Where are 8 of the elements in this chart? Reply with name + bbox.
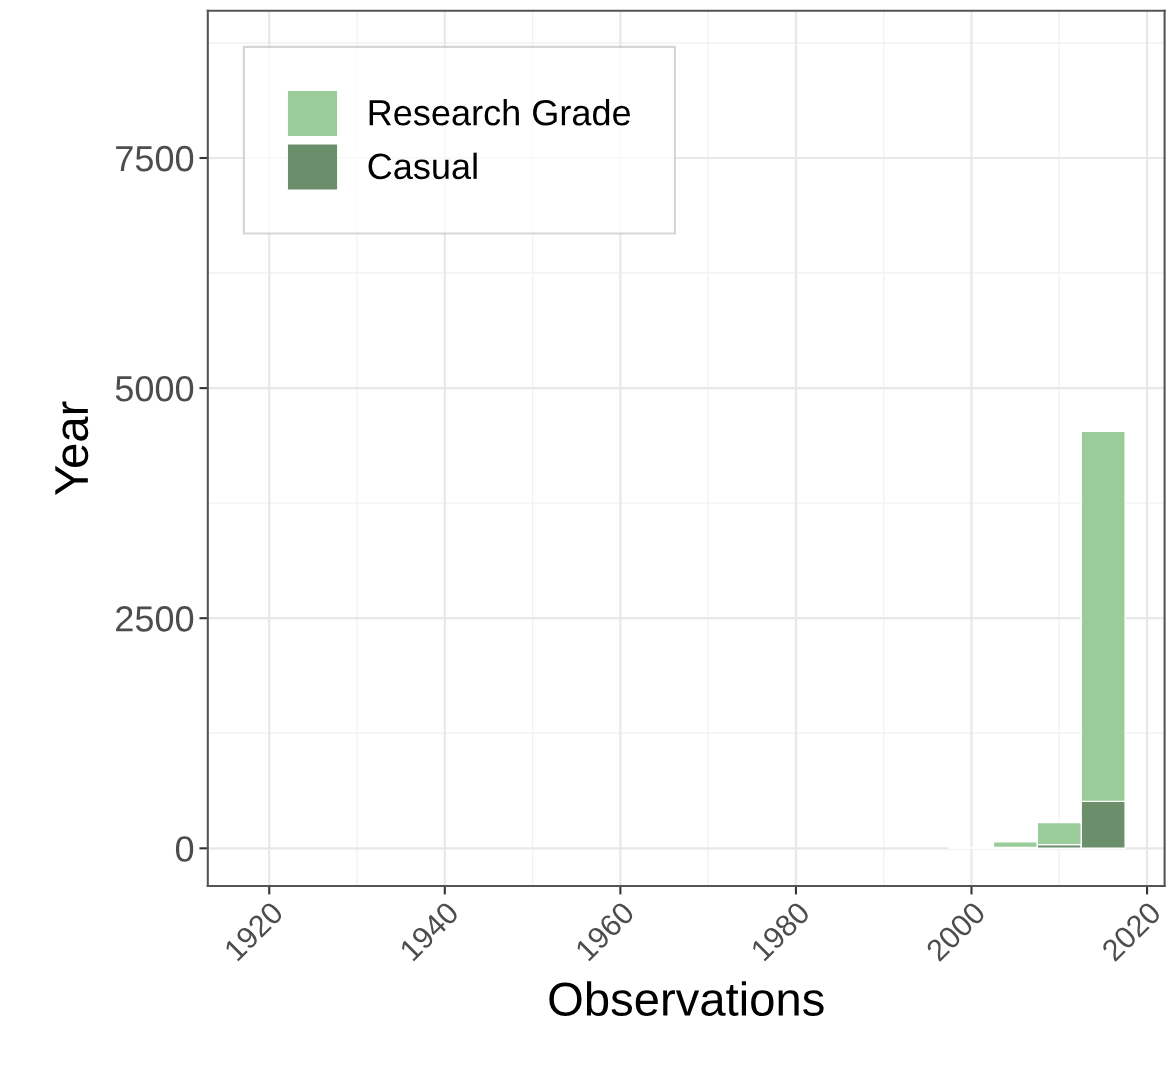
y-tick-label: 2500 <box>116 606 194 632</box>
y-tick-label: 7500 <box>116 145 194 172</box>
y-tick-label: 0 <box>175 836 194 862</box>
x-axis-title: Observations <box>549 981 824 1017</box>
y-tick-label: 5000 <box>115 375 194 402</box>
legend-label: Casual <box>368 152 477 180</box>
y-axis-title: Year <box>55 401 89 496</box>
legend-label: Research Grade <box>369 99 631 126</box>
